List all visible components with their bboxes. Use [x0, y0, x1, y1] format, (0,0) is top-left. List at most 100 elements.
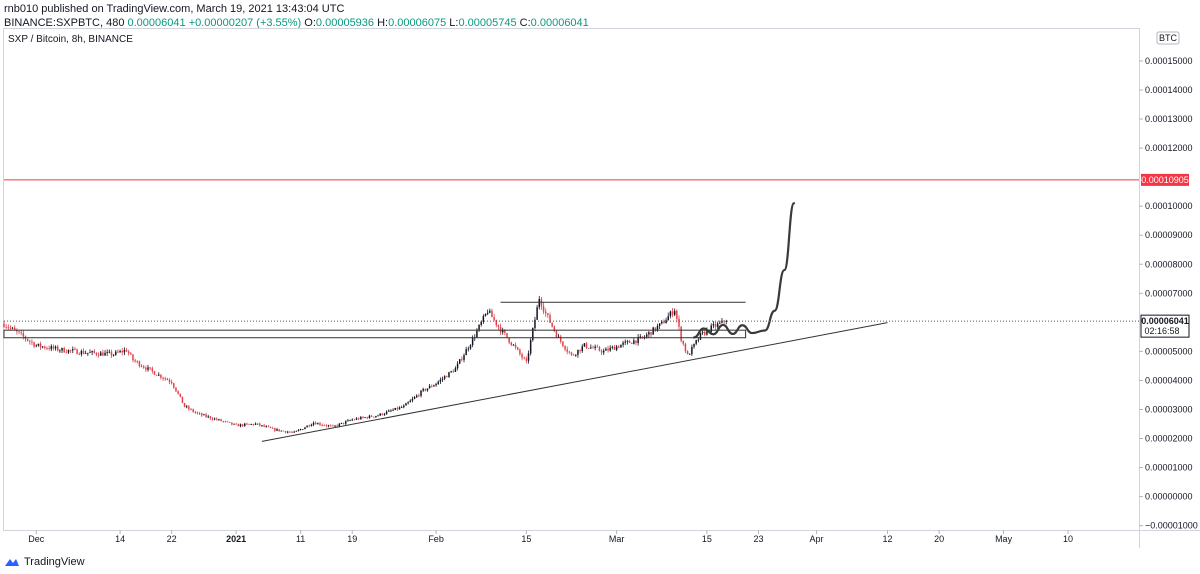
candle-down — [284, 431, 287, 433]
y-tick-label: −0.00001000 — [1145, 521, 1198, 531]
candle-down — [663, 321, 665, 324]
candle-down — [323, 425, 326, 426]
candle-up — [486, 312, 489, 314]
candle-up — [719, 322, 721, 324]
candle-down — [110, 351, 113, 356]
candle-down — [570, 352, 573, 355]
candle-up — [693, 343, 695, 347]
projected-path-drawing[interactable] — [692, 202, 796, 339]
candle-down — [155, 374, 158, 376]
candle-down — [269, 426, 272, 428]
candle-down — [192, 409, 194, 412]
candle-up — [35, 345, 37, 347]
candle-down — [366, 417, 369, 419]
candle-up — [465, 349, 467, 356]
candle-up — [327, 425, 330, 427]
candle-up — [673, 310, 676, 315]
candle-up — [239, 424, 242, 427]
candle-down — [263, 425, 265, 427]
x-tick-label: 2021 — [226, 534, 246, 544]
candle-up — [433, 385, 435, 387]
candle-down — [39, 343, 42, 348]
candle-down — [241, 424, 244, 426]
candle-down — [592, 347, 594, 349]
candle-up — [469, 345, 472, 349]
tradingview-brand-text: TradingView — [24, 556, 85, 568]
candle-up — [467, 348, 470, 350]
candle-up — [67, 349, 70, 353]
x-tick-label: 20 — [934, 534, 944, 544]
y-tick-label: 0.00003000 — [1145, 404, 1193, 414]
candle-down — [551, 322, 553, 327]
currency-badge-text: BTC — [1159, 33, 1178, 43]
y-tick-label: 0.00014000 — [1145, 85, 1193, 95]
candle-down — [314, 422, 317, 425]
candle-up — [115, 351, 117, 355]
candle-up — [306, 425, 308, 428]
candle-down — [514, 344, 517, 348]
candle-up — [104, 352, 106, 356]
ascending-trendline[interactable] — [261, 322, 888, 442]
candle-up — [41, 346, 44, 348]
candle-up — [699, 332, 702, 340]
candle-up — [716, 323, 719, 327]
candle-down — [332, 425, 334, 427]
candle-down — [216, 418, 218, 420]
candle-down — [418, 395, 420, 397]
candle-up — [87, 352, 89, 354]
candle-up — [422, 388, 424, 391]
candle-down — [704, 331, 706, 335]
last-price-badge — [1140, 314, 1190, 338]
price-axis[interactable]: 0.00015000 0.00014000 0.00013000 0.00012000… — [1139, 56, 1198, 531]
candle-up — [360, 416, 362, 420]
candle-up — [512, 344, 515, 346]
candle-down — [372, 416, 375, 418]
candle-down — [267, 426, 270, 428]
candle-down — [3, 323, 5, 327]
candle-up — [712, 324, 715, 326]
candle-down — [235, 423, 237, 425]
candle-up — [413, 397, 416, 399]
candle-up — [377, 415, 379, 417]
candle-up — [691, 346, 693, 355]
candle-down — [635, 340, 637, 343]
candle-down — [194, 411, 197, 413]
candle-up — [244, 423, 246, 426]
candle-up — [609, 347, 611, 351]
candle-up — [99, 352, 102, 356]
y-tick-label: 0.00007000 — [1145, 288, 1193, 298]
candle-down — [5, 326, 7, 328]
candle-up — [725, 321, 728, 322]
candle-down — [259, 423, 261, 426]
currency-badge[interactable]: BTC — [1156, 31, 1180, 45]
candle-down — [321, 424, 323, 426]
candle-up — [605, 348, 607, 351]
candle-down — [650, 332, 652, 335]
candles-group — [3, 295, 728, 434]
time-axis[interactable]: Dec 14 22 2021 11 19 Feb 15 Mar 15 23 Apr 12 20 May 10 — [28, 530, 1073, 544]
resistance-price-badge — [1141, 173, 1189, 186]
candle-up — [407, 402, 409, 404]
candle-up — [385, 411, 388, 414]
candle-up — [443, 376, 446, 379]
x-tick-label: Mar — [609, 534, 625, 544]
series-legend-title: SXP / Bitcoin, 8h, BINANCE — [8, 34, 133, 45]
candle-down — [596, 346, 599, 348]
range-box-drawing[interactable] — [3, 329, 747, 339]
candle-up — [622, 342, 624, 345]
candle-down — [381, 413, 384, 415]
candle-up — [50, 346, 53, 350]
candle-down — [252, 424, 255, 425]
y-tick-label: 0.00015000 — [1145, 56, 1193, 66]
candle-down — [714, 324, 717, 327]
candle-down — [93, 351, 96, 353]
candle-up — [345, 421, 347, 424]
candle-up — [59, 350, 61, 352]
last-price-text: 0.00006041 — [1141, 316, 1189, 326]
bottom-strip — [0, 549, 1200, 574]
candle-down — [190, 409, 192, 410]
candle-down — [196, 412, 199, 414]
candle-up — [265, 426, 268, 428]
candle-down — [201, 413, 203, 416]
